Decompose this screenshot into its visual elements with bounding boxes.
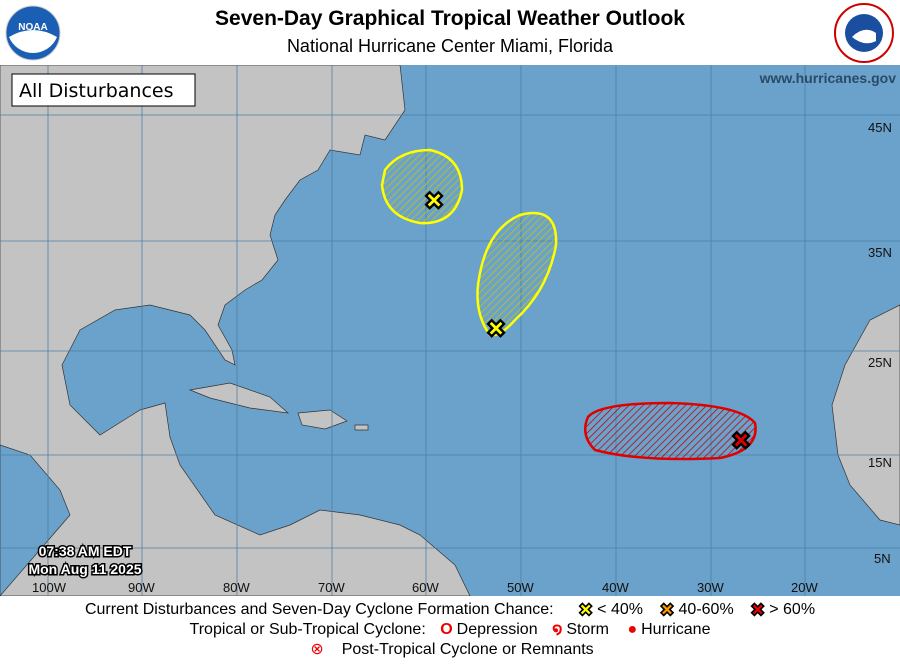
lon-label: 90W bbox=[128, 580, 155, 595]
legend: Current Disturbances and Seven-Day Cyclo… bbox=[0, 600, 900, 661]
lon-label: 20W bbox=[791, 580, 818, 595]
depression-icon: O bbox=[440, 621, 453, 639]
lat-label: 5N bbox=[874, 551, 891, 566]
post-tropical-icon: ⊗ bbox=[310, 641, 324, 659]
medium-x-icon: ✖ bbox=[659, 600, 675, 621]
low-chance-x-icon[interactable]: ✖ bbox=[485, 315, 507, 344]
legend-medium: 40-60% bbox=[678, 601, 734, 619]
website-link[interactable]: www.hurricanes.gov bbox=[759, 70, 897, 86]
nws-logo bbox=[834, 3, 894, 63]
svg-text:NOAA: NOAA bbox=[18, 22, 47, 33]
high-chance-x-icon[interactable]: ✖ bbox=[730, 427, 752, 456]
legend-formation-label: Current Disturbances and Seven-Day Cyclo… bbox=[84, 601, 554, 619]
page-title: Seven-Day Graphical Tropical Weather Out… bbox=[215, 7, 685, 30]
lat-label: 35N bbox=[868, 245, 892, 260]
header: NOAA Seven-Day Graphical Tropical Weathe… bbox=[0, 0, 900, 65]
lat-label: 15N bbox=[868, 455, 892, 470]
panel-label-box bbox=[11, 73, 196, 107]
disturbance-area-1[interactable] bbox=[380, 148, 464, 225]
lon-label: 50W bbox=[507, 580, 534, 595]
storm-icon: ໑ bbox=[552, 621, 563, 639]
hurricane-icon: ● bbox=[627, 621, 638, 639]
disturbance-area-3[interactable] bbox=[583, 401, 757, 461]
legend-depression: Depression bbox=[456, 621, 538, 639]
legend-post-tropical: Post-Tropical Cyclone or Remnants bbox=[341, 641, 594, 659]
page-subtitle: National Hurricane Center Miami, Florida bbox=[286, 36, 614, 56]
noaa-logo: NOAA bbox=[5, 5, 61, 61]
low-x-icon: ✖ bbox=[578, 600, 594, 621]
legend-storm: Storm bbox=[566, 621, 609, 639]
lon-label: 70W bbox=[318, 580, 345, 595]
low-chance-x-icon[interactable]: ✖ bbox=[423, 187, 445, 216]
disturbance-area-2[interactable] bbox=[476, 211, 558, 337]
legend-high: > 60% bbox=[769, 601, 816, 619]
timestamp-date: Mon Aug 11 2025 bbox=[28, 561, 141, 577]
lon-label: 40W bbox=[602, 580, 629, 595]
legend-cyclone-label: Tropical or Sub-Tropical Cyclone: bbox=[189, 621, 426, 639]
legend-low: < 40% bbox=[597, 601, 643, 619]
lon-label: 60W bbox=[412, 580, 439, 595]
lat-label: 25N bbox=[868, 355, 892, 370]
panel-label: All Disturbances bbox=[19, 80, 174, 102]
lon-label: 100W bbox=[32, 580, 67, 595]
lon-label: 80W bbox=[223, 580, 250, 595]
timestamp-time: 07:38 AM EDT bbox=[39, 543, 132, 559]
legend-hurricane: Hurricane bbox=[641, 621, 711, 639]
land bbox=[0, 65, 900, 596]
outlook-map: ✖ ✖ ✖ 100W 90W 80W 70W 60W 50W 40W 30W 2… bbox=[0, 65, 900, 596]
lon-label: 30W bbox=[697, 580, 724, 595]
lat-label: 45N bbox=[868, 120, 892, 135]
high-x-icon: ✖ bbox=[750, 600, 766, 621]
